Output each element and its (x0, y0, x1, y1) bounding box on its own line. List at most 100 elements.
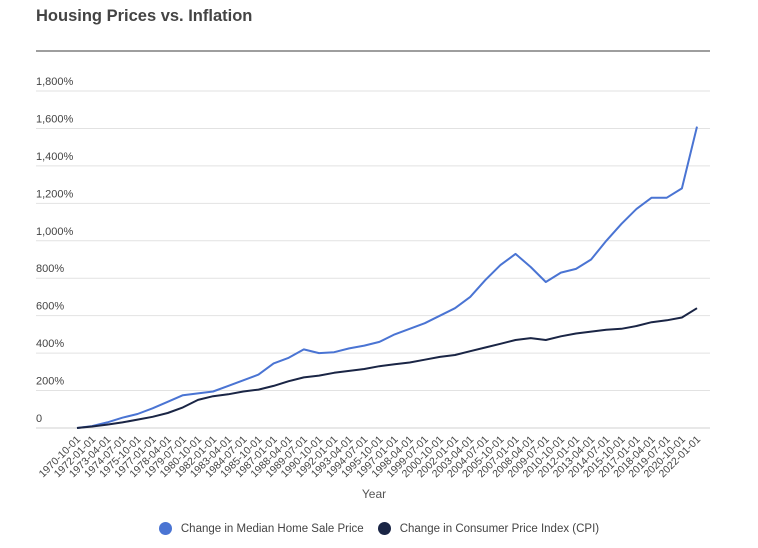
data-point[interactable] (558, 270, 563, 275)
data-point[interactable] (195, 391, 200, 396)
legend-marker-icon (377, 522, 391, 535)
y-tick-label: 1,000% (36, 226, 74, 238)
data-point[interactable] (679, 315, 684, 320)
legend: Change in Median Home Sale Price Change … (0, 522, 758, 535)
data-point[interactable] (574, 331, 579, 336)
y-axis-ticks: 0 200% 400% 600% 800% 1,000% 1,200% 1,400% 1,600… (36, 76, 74, 425)
data-point[interactable] (226, 392, 231, 397)
data-point[interactable] (604, 238, 609, 243)
data-point[interactable] (377, 364, 382, 369)
data-point[interactable] (392, 362, 397, 367)
data-point[interactable] (574, 266, 579, 271)
data-point[interactable] (634, 206, 639, 211)
data-point[interactable] (301, 347, 306, 352)
data-point[interactable] (120, 420, 125, 425)
data-point[interactable] (619, 326, 624, 331)
data-point[interactable] (649, 195, 654, 200)
data-point[interactable] (180, 405, 185, 410)
data-point[interactable] (589, 257, 594, 262)
data-point[interactable] (407, 326, 412, 331)
data-point[interactable] (241, 378, 246, 383)
data-point[interactable] (543, 279, 548, 284)
data-point[interactable] (211, 394, 216, 399)
data-point[interactable] (316, 373, 321, 378)
data-point[interactable] (392, 332, 397, 337)
data-point[interactable] (422, 321, 427, 326)
data-point[interactable] (332, 350, 337, 355)
data-point[interactable] (135, 417, 140, 422)
data-point[interactable] (75, 426, 80, 431)
data-point[interactable] (226, 383, 231, 388)
data-point[interactable] (347, 346, 352, 351)
data-point[interactable] (498, 263, 503, 268)
data-point[interactable] (695, 124, 700, 129)
y-tick-label: 1,400% (36, 151, 74, 163)
y-tick-label: 0 (36, 413, 42, 425)
data-point[interactable] (558, 334, 563, 339)
y-tick-label: 200% (36, 376, 64, 388)
data-point[interactable] (362, 367, 367, 372)
data-point[interactable] (180, 393, 185, 398)
data-point[interactable] (679, 186, 684, 191)
data-point[interactable] (362, 343, 367, 348)
data-point[interactable] (316, 351, 321, 356)
data-point[interactable] (165, 411, 170, 416)
y-tick-label: 400% (36, 338, 64, 350)
data-point[interactable] (332, 370, 337, 375)
series-line-cpi (76, 307, 698, 429)
data-point[interactable] (513, 251, 518, 256)
data-point[interactable] (498, 341, 503, 346)
data-point[interactable] (241, 389, 246, 394)
data-point[interactable] (513, 338, 518, 343)
data-point[interactable] (407, 360, 412, 365)
data-point[interactable] (483, 345, 488, 350)
x-axis-title: Year (362, 487, 386, 501)
data-point[interactable] (211, 389, 216, 394)
data-point[interactable] (165, 399, 170, 404)
data-point[interactable] (483, 278, 488, 283)
data-point[interactable] (286, 355, 291, 360)
data-point[interactable] (619, 221, 624, 226)
data-point[interactable] (377, 339, 382, 344)
data-point[interactable] (286, 379, 291, 384)
data-point[interactable] (664, 195, 669, 200)
data-point[interactable] (528, 264, 533, 269)
data-point[interactable] (271, 383, 276, 388)
data-point[interactable] (664, 318, 669, 323)
data-point[interactable] (437, 354, 442, 359)
data-point[interactable] (437, 313, 442, 318)
data-point[interactable] (422, 357, 427, 362)
data-point[interactable] (195, 397, 200, 402)
legend-item-home-price[interactable]: Change in Median Home Sale Price (158, 522, 364, 535)
y-tick-label: 1,600% (36, 113, 74, 125)
legend-item-cpi[interactable]: Change in Consumer Price Index (CPI) (377, 522, 599, 535)
data-point[interactable] (301, 375, 306, 380)
data-point[interactable] (543, 338, 548, 343)
y-tick-label: 1,800% (36, 76, 74, 88)
data-point[interactable] (150, 406, 155, 411)
y-tick-label: 800% (36, 263, 64, 275)
data-point[interactable] (453, 352, 458, 357)
series-lines (75, 124, 700, 431)
data-point[interactable] (528, 336, 533, 341)
data-point[interactable] (589, 329, 594, 334)
data-point[interactable] (695, 306, 700, 311)
data-point[interactable] (120, 415, 125, 420)
data-point[interactable] (453, 306, 458, 311)
data-point[interactable] (604, 327, 609, 332)
data-point[interactable] (347, 368, 352, 373)
data-point[interactable] (468, 294, 473, 299)
data-point[interactable] (256, 372, 261, 377)
x-axis-ticks: 1970-10-011972-01-011973-04-011974-07-01… (37, 434, 704, 481)
data-point[interactable] (634, 323, 639, 328)
data-point[interactable] (150, 414, 155, 419)
data-point[interactable] (256, 387, 261, 392)
data-point[interactable] (105, 422, 110, 427)
data-point[interactable] (468, 349, 473, 354)
data-point[interactable] (649, 320, 654, 325)
gridlines (36, 90, 710, 429)
data-point[interactable] (135, 411, 140, 416)
data-point[interactable] (271, 361, 276, 366)
data-point[interactable] (90, 424, 95, 429)
